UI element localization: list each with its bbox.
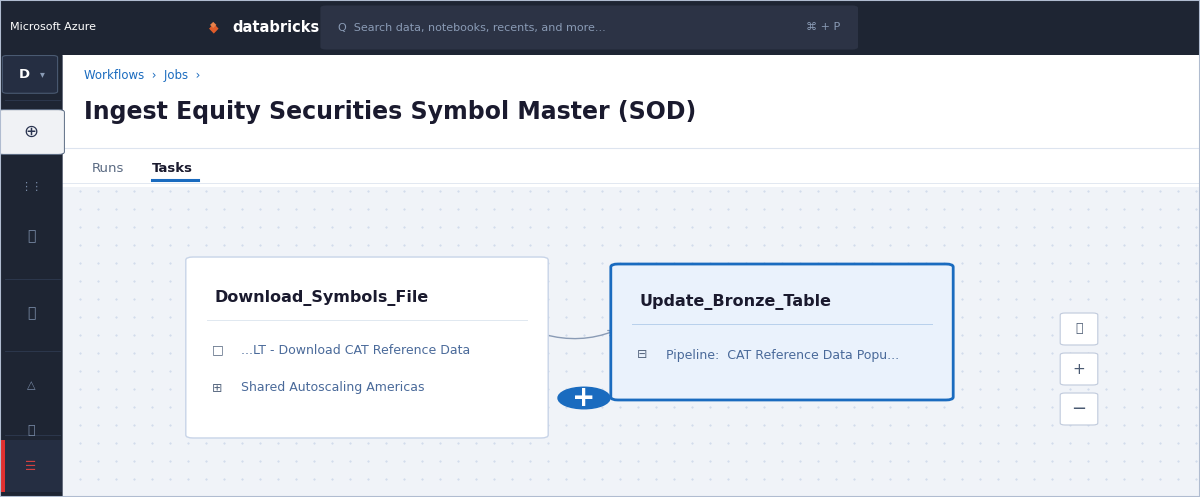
- Text: Pipeline:  CAT Reference Data Popu...: Pipeline: CAT Reference Data Popu...: [666, 348, 899, 361]
- Text: −: −: [1072, 400, 1086, 418]
- FancyBboxPatch shape: [186, 257, 548, 438]
- Text: Shared Autoscaling Americas: Shared Autoscaling Americas: [241, 382, 425, 395]
- Text: ...LT - Download CAT Reference Data: ...LT - Download CAT Reference Data: [241, 343, 470, 356]
- FancyBboxPatch shape: [2, 56, 58, 93]
- Text: +: +: [1073, 361, 1085, 377]
- Text: ⌘ + P: ⌘ + P: [805, 22, 840, 32]
- Text: ⊕: ⊕: [24, 123, 38, 141]
- Text: ◆: ◆: [210, 20, 217, 29]
- FancyBboxPatch shape: [611, 264, 953, 400]
- Text: Tasks: Tasks: [152, 162, 193, 174]
- Text: ▾: ▾: [41, 70, 46, 80]
- Text: Q  Search data, notebooks, recents, and more...: Q Search data, notebooks, recents, and m…: [338, 22, 606, 32]
- Text: Microsoft Azure: Microsoft Azure: [10, 22, 96, 32]
- Text: ⊟: ⊟: [637, 348, 648, 361]
- Text: ⧖: ⧖: [26, 307, 35, 321]
- FancyBboxPatch shape: [0, 55, 62, 497]
- Text: ⛶: ⛶: [1075, 323, 1082, 335]
- Text: □: □: [212, 343, 224, 356]
- Text: Update_Bronze_Table: Update_Bronze_Table: [640, 294, 832, 310]
- FancyBboxPatch shape: [320, 5, 858, 50]
- FancyBboxPatch shape: [1061, 353, 1098, 385]
- FancyBboxPatch shape: [0, 440, 5, 492]
- Text: ◆: ◆: [209, 21, 218, 34]
- Text: ⊞: ⊞: [212, 382, 223, 395]
- Text: ☰: ☰: [25, 460, 37, 473]
- Text: ⧉: ⧉: [26, 230, 35, 244]
- FancyBboxPatch shape: [1061, 313, 1098, 345]
- Circle shape: [558, 387, 610, 409]
- Text: +: +: [572, 384, 595, 412]
- Text: D: D: [19, 68, 30, 81]
- Text: Workflows  ›  Jobs  ›: Workflows › Jobs ›: [84, 69, 200, 82]
- FancyBboxPatch shape: [1061, 393, 1098, 425]
- Text: ⋮⋮: ⋮⋮: [20, 182, 42, 192]
- FancyBboxPatch shape: [0, 110, 65, 155]
- FancyBboxPatch shape: [0, 440, 62, 492]
- Text: databricks: databricks: [233, 20, 320, 35]
- FancyBboxPatch shape: [0, 0, 1200, 55]
- Text: △: △: [26, 381, 35, 391]
- Text: Download_Symbols_File: Download_Symbols_File: [215, 290, 428, 306]
- Text: ⛅: ⛅: [28, 424, 35, 437]
- Text: Ingest Equity Securities Symbol Master (SOD): Ingest Equity Securities Symbol Master (…: [84, 100, 696, 124]
- FancyBboxPatch shape: [62, 55, 1200, 187]
- FancyBboxPatch shape: [62, 185, 1200, 497]
- Text: Runs: Runs: [92, 162, 125, 174]
